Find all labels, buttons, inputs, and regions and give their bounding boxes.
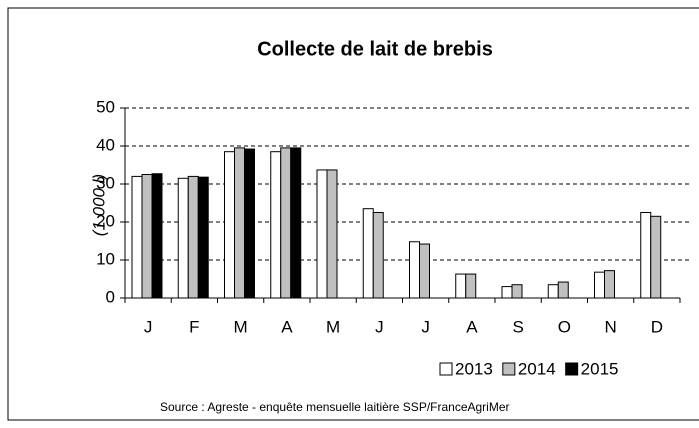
bar xyxy=(234,147,245,299)
legend-label: 2014 xyxy=(518,359,556,378)
bar xyxy=(316,169,328,299)
x-tick-label: F xyxy=(189,317,199,336)
x-tick-label: A xyxy=(281,317,293,336)
bar xyxy=(409,241,420,299)
legend-swatch xyxy=(439,362,453,376)
bar xyxy=(455,273,467,299)
bar xyxy=(640,212,652,299)
bar xyxy=(141,174,153,299)
bar xyxy=(290,147,302,299)
x-tick-label: J xyxy=(421,317,430,336)
y-tick-label: 30 xyxy=(96,173,115,192)
legend-swatch xyxy=(502,362,516,376)
bar xyxy=(547,284,559,299)
legend-label: 2013 xyxy=(455,359,493,378)
y-tick-label: 10 xyxy=(96,249,115,268)
source: Source : Agreste - enquête mensuelle lai… xyxy=(160,400,510,414)
y-axis-label: (1 000 l) xyxy=(89,174,108,236)
bar xyxy=(419,243,430,299)
bar xyxy=(511,284,523,299)
x-tick-label: M xyxy=(234,317,248,336)
bar xyxy=(557,281,569,299)
x-tick-label: J xyxy=(375,317,384,336)
bar xyxy=(131,175,143,299)
bar xyxy=(326,169,338,299)
bar xyxy=(372,212,384,299)
bar xyxy=(594,271,605,299)
x-tick-label: D xyxy=(651,317,663,336)
bar xyxy=(244,148,255,299)
y-tick-label: 50 xyxy=(96,97,115,116)
legend-swatch xyxy=(565,362,579,376)
chart-frame xyxy=(7,7,699,421)
chart-title: Collecte de lait de brebis xyxy=(257,38,493,60)
x-tick-label: A xyxy=(466,317,478,336)
y-tick-label: 40 xyxy=(96,135,115,154)
bar xyxy=(362,208,374,299)
x-tick-label: O xyxy=(558,317,571,336)
y-tick-label: 20 xyxy=(96,211,115,230)
bar xyxy=(177,177,189,299)
legend-label: 2015 xyxy=(581,359,619,378)
bar xyxy=(270,151,282,299)
x-tick-label: M xyxy=(326,317,340,336)
bar xyxy=(151,173,163,299)
bar xyxy=(650,215,662,299)
bar xyxy=(465,273,477,299)
x-tick-label: N xyxy=(604,317,616,336)
bar xyxy=(187,175,199,299)
bar xyxy=(501,286,513,299)
bar xyxy=(224,151,235,299)
x-tick-label: J xyxy=(144,317,153,336)
bar xyxy=(197,176,209,299)
y-tick-label: 0 xyxy=(106,287,115,306)
bar xyxy=(604,270,615,299)
x-tick-label: S xyxy=(512,317,523,336)
bar xyxy=(280,147,292,299)
